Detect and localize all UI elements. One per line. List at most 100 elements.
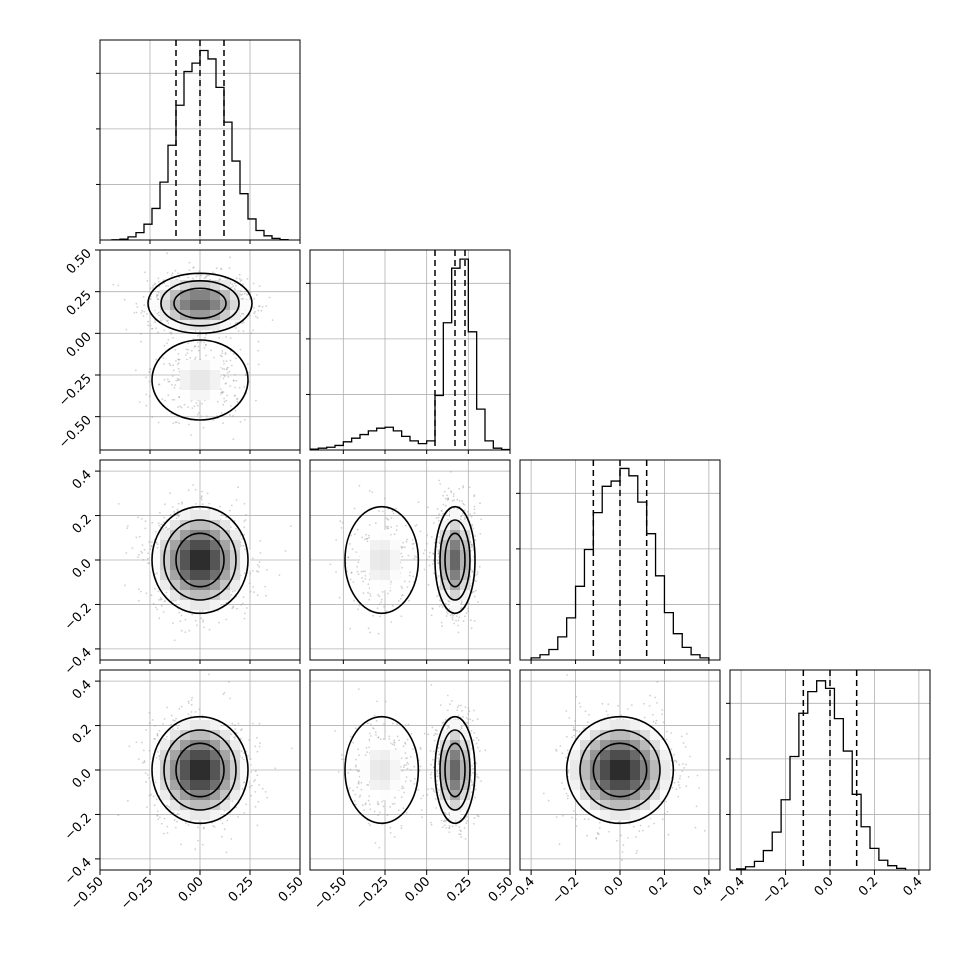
density-cell — [180, 800, 191, 811]
scatter-point — [205, 344, 207, 347]
scatter-point — [257, 800, 260, 803]
scatter-point — [242, 544, 245, 547]
scatter-point — [228, 370, 231, 373]
scatter-point — [137, 599, 140, 602]
scatter-point — [193, 266, 195, 269]
scatter-point — [163, 378, 166, 381]
density-cell — [200, 720, 211, 731]
density-cell — [190, 510, 201, 521]
scatter-point — [466, 510, 469, 513]
scatter-point — [245, 513, 247, 516]
scatter-point — [150, 793, 153, 796]
scatter-point — [162, 611, 165, 613]
scatter-point — [178, 276, 181, 279]
scatter-point — [464, 615, 466, 618]
scatter-point — [258, 305, 260, 308]
scatter-point — [432, 560, 435, 562]
scatter-point — [197, 349, 200, 352]
scatter-point — [412, 575, 415, 578]
scatter-point — [201, 402, 203, 405]
scatter-point — [249, 572, 252, 575]
histogram-panel-2 — [520, 460, 720, 660]
scatter-point — [385, 610, 388, 613]
density-cell — [180, 280, 191, 291]
scatter-point — [408, 599, 410, 602]
scatter-point — [225, 360, 228, 363]
density-cell — [160, 570, 171, 581]
density-cell — [180, 750, 191, 761]
scatter-point — [177, 406, 179, 408]
density-cell — [180, 370, 191, 381]
density-cell — [440, 580, 451, 591]
density-cell — [170, 590, 181, 601]
scatter-point — [242, 321, 245, 324]
scatter-point — [367, 627, 370, 630]
scatter-point — [215, 267, 218, 270]
scatter-point — [241, 322, 244, 325]
contour-line — [175, 742, 225, 798]
scatter-point — [403, 580, 406, 583]
scatter-point — [166, 736, 168, 738]
scatter-point — [257, 349, 260, 352]
scatter-point — [156, 543, 159, 546]
scatter-point — [205, 354, 208, 357]
scatter-point — [155, 798, 158, 801]
scatter-point — [222, 391, 225, 393]
scatter-point — [447, 497, 449, 500]
scatter-point — [165, 285, 168, 287]
density-cell — [380, 550, 391, 561]
scatter-point — [187, 702, 190, 704]
density-cell — [440, 520, 451, 531]
density-cell — [200, 280, 211, 291]
scatter-point — [236, 607, 238, 610]
scatter-point — [176, 820, 178, 823]
scatter-point — [460, 727, 463, 730]
scatter-point — [392, 512, 395, 515]
scatter-point — [221, 835, 223, 838]
scatter-point — [173, 510, 175, 513]
scatter-point — [249, 590, 252, 593]
scatter-point — [179, 620, 182, 623]
scatter-point — [439, 482, 442, 485]
density-cell — [210, 550, 221, 561]
scatter-point — [190, 434, 192, 436]
scatter-point — [400, 594, 403, 597]
scatter-point — [167, 394, 170, 397]
scatter-point — [229, 697, 231, 700]
scatter-point — [180, 614, 183, 617]
density-cell — [160, 580, 171, 591]
density-cell — [150, 770, 161, 781]
scatter-point — [436, 541, 439, 543]
scatter-point — [249, 763, 252, 766]
scatter-point — [470, 515, 473, 518]
scatter-point — [232, 605, 235, 608]
scatter-point — [160, 523, 163, 526]
histogram-line — [111, 49, 289, 240]
scatter-point — [284, 550, 287, 552]
scatter-point — [436, 508, 439, 510]
scatter-point — [278, 574, 281, 576]
scatter-point — [165, 804, 168, 807]
density-cell — [210, 380, 221, 391]
density-cell — [230, 580, 241, 591]
scatter-point — [431, 758, 434, 761]
density-cell — [460, 530, 471, 541]
scatter-point — [238, 273, 241, 276]
density-cell — [210, 580, 221, 591]
density-cell — [150, 760, 161, 771]
scatter-point — [438, 513, 441, 516]
scatter-point — [393, 533, 396, 536]
density-cell — [390, 550, 401, 561]
scatter-point — [448, 600, 451, 603]
density-cell — [460, 540, 471, 551]
scatter-point — [462, 502, 465, 505]
scatter-point — [167, 380, 170, 383]
scatter-point — [158, 383, 161, 386]
density-cell — [170, 310, 181, 321]
scatter-point — [171, 383, 173, 386]
scatter-point — [232, 353, 235, 355]
scatter-point — [391, 604, 394, 607]
density-cell — [450, 530, 461, 541]
scatter-point — [244, 519, 247, 521]
density-cell — [210, 360, 221, 371]
